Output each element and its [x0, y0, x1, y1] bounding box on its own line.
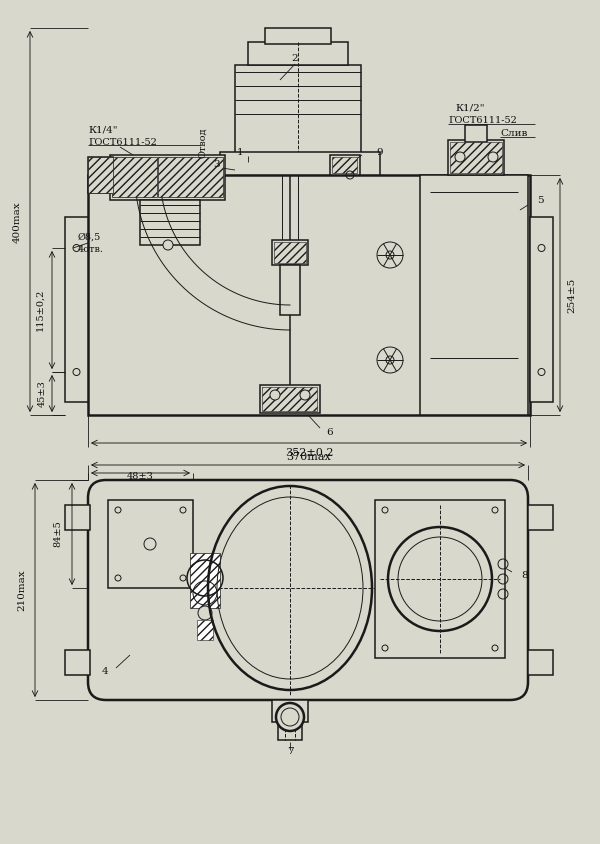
Bar [448, 140, 504, 175]
Text: 9: 9 [377, 148, 383, 156]
Text: 254±5: 254±5 [568, 278, 577, 312]
Bar [465, 125, 487, 142]
Bar [272, 700, 308, 722]
Text: Отвод: Отвод [199, 127, 208, 159]
Text: 7: 7 [287, 748, 293, 756]
Bar [450, 142, 502, 173]
Text: Ø8,5: Ø8,5 [78, 232, 101, 241]
Text: 4отв.: 4отв. [78, 245, 104, 253]
Bar [248, 42, 348, 65]
Circle shape [488, 152, 498, 162]
Text: Слив: Слив [500, 128, 527, 138]
Bar [528, 505, 553, 530]
Bar [235, 65, 361, 155]
Bar [130, 168, 210, 194]
Text: 4: 4 [101, 668, 109, 677]
Bar [375, 500, 505, 658]
Bar [262, 387, 317, 411]
Text: 48±3: 48±3 [127, 472, 154, 480]
Text: 210max: 210max [17, 569, 26, 611]
Bar [110, 155, 225, 200]
Text: 400max: 400max [13, 201, 22, 243]
Bar [65, 650, 90, 675]
Circle shape [455, 152, 465, 162]
Bar [528, 650, 553, 675]
Circle shape [163, 240, 173, 250]
Text: 370max: 370max [286, 452, 331, 462]
Bar [108, 500, 193, 588]
Text: 115±0,2: 115±0,2 [35, 289, 44, 331]
Bar [530, 217, 553, 402]
Text: 84±5: 84±5 [53, 521, 62, 548]
Bar [88, 157, 113, 193]
Text: 2: 2 [292, 53, 298, 62]
Bar [274, 242, 306, 263]
Bar [260, 385, 320, 413]
Bar [280, 265, 300, 315]
Bar [88, 157, 113, 193]
Bar [88, 175, 530, 415]
Text: 352±0,2: 352±0,2 [285, 447, 333, 457]
Circle shape [276, 703, 304, 731]
Circle shape [198, 606, 212, 620]
Text: ГОСТ6111-52: ГОСТ6111-52 [448, 116, 517, 125]
Circle shape [270, 390, 280, 400]
Circle shape [144, 538, 156, 550]
Bar [420, 175, 528, 415]
Bar [265, 28, 331, 44]
Text: К1/2": К1/2" [455, 104, 485, 112]
Text: 1: 1 [236, 148, 244, 156]
Bar [272, 240, 308, 265]
Bar [332, 157, 357, 173]
Text: ГОСТ6111-52: ГОСТ6111-52 [88, 138, 157, 147]
Circle shape [300, 390, 310, 400]
Text: К1/4": К1/4" [88, 126, 118, 134]
Text: 5: 5 [536, 196, 544, 204]
Bar [278, 722, 302, 740]
Bar [65, 505, 90, 530]
Text: 8: 8 [521, 571, 529, 580]
FancyBboxPatch shape [88, 480, 528, 700]
Bar [197, 620, 213, 640]
Bar [140, 200, 200, 245]
Text: 45±3: 45±3 [38, 381, 47, 408]
Bar [330, 155, 360, 175]
Bar [220, 152, 380, 175]
Bar [65, 217, 88, 402]
Bar [190, 553, 220, 608]
Text: 3: 3 [214, 160, 220, 169]
Text: 6: 6 [326, 428, 334, 436]
Bar [112, 157, 157, 197]
Bar [158, 157, 223, 197]
